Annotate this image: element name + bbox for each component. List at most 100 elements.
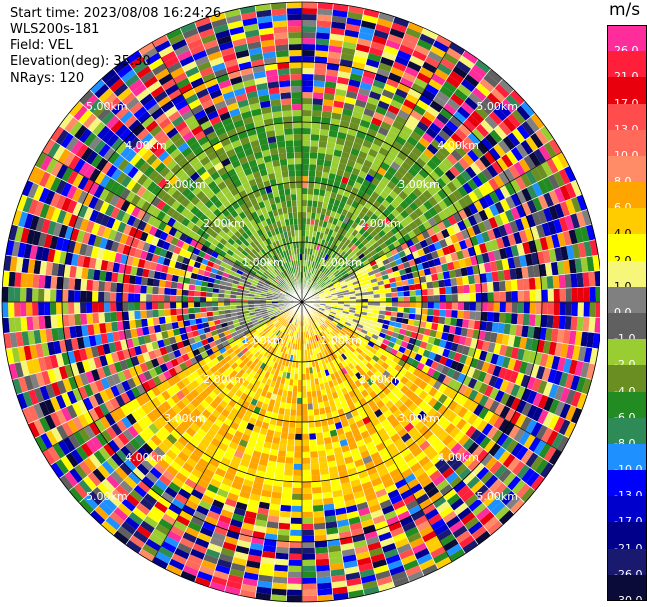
- velocity-gate: [416, 120, 429, 132]
- velocity-gate: [346, 17, 362, 27]
- velocity-gate: [451, 414, 463, 427]
- velocity-gate: [355, 326, 363, 332]
- velocity-gate: [457, 507, 472, 521]
- velocity-gate: [400, 385, 410, 395]
- velocity-gate: [319, 294, 326, 298]
- velocity-gate: [294, 445, 302, 452]
- velocity-gate: [357, 150, 368, 160]
- velocity-gate: [368, 446, 379, 456]
- velocity-gate: [348, 251, 356, 258]
- velocity-gate: [571, 302, 578, 317]
- velocity-gate: [422, 163, 434, 175]
- velocity-gate: [361, 76, 375, 86]
- velocity-gate: [257, 414, 265, 422]
- velocity-gate: [390, 433, 401, 443]
- velocity-gate: [313, 516, 326, 524]
- velocity-gate: [68, 290, 75, 302]
- velocity-gate: [146, 302, 153, 311]
- velocity-gate: [543, 446, 557, 462]
- velocity-gate: [164, 315, 172, 324]
- velocity-gate: [478, 263, 486, 274]
- velocity-gate: [311, 481, 322, 488]
- velocity-gate: [472, 502, 487, 517]
- velocity-gate: [376, 526, 391, 536]
- velocity-gate: [358, 507, 371, 517]
- velocity-gate: [538, 443, 552, 459]
- velocity-gate: [291, 499, 302, 506]
- velocity-gate: [501, 235, 511, 248]
- velocity-gate: [510, 346, 520, 360]
- velocity-gate: [372, 354, 380, 363]
- velocity-gate: [461, 248, 470, 259]
- velocity-gate: [316, 320, 321, 327]
- velocity-gate: [350, 478, 362, 488]
- velocity-gate: [220, 547, 236, 557]
- velocity-gate: [497, 102, 512, 118]
- velocity-gate: [319, 318, 325, 324]
- velocity-gate: [367, 305, 374, 310]
- ray-separator: [301, 301, 395, 588]
- velocity-gate: [419, 320, 427, 329]
- velocity-gate: [510, 498, 525, 514]
- velocity-gate: [406, 457, 419, 468]
- velocity-gate: [293, 469, 302, 476]
- velocity-gate: [86, 290, 93, 302]
- velocity-gate: [453, 88, 468, 102]
- velocity-gate: [467, 214, 478, 227]
- velocity-gate: [526, 471, 540, 487]
- velocity-gate: [425, 418, 436, 430]
- velocity-gate: [367, 290, 374, 295]
- velocity-gate: [489, 332, 498, 343]
- velocity-gate: [272, 437, 281, 445]
- velocity-gate: [489, 191, 500, 204]
- velocity-gate: [441, 263, 449, 272]
- velocity-gate: [273, 570, 288, 578]
- velocity-gate: [416, 493, 430, 505]
- velocity-gate: [588, 317, 596, 333]
- velocity-gate: [327, 282, 334, 287]
- velocity-gate: [548, 341, 557, 356]
- velocity-gate: [536, 424, 548, 440]
- velocity-gate: [280, 432, 289, 440]
- velocity-gate: [488, 216, 498, 229]
- velocity-gate: [229, 568, 245, 578]
- velocity-gate: [50, 275, 58, 290]
- velocity-gate: [354, 216, 362, 225]
- velocity-gate: [357, 557, 372, 566]
- velocity-gate: [422, 374, 432, 384]
- velocity-gate: [383, 548, 399, 559]
- velocity-gate: [425, 274, 433, 283]
- velocity-gate: [324, 292, 331, 296]
- velocity-gate: [460, 169, 472, 182]
- velocity-gate: [378, 221, 387, 230]
- velocity-gate: [338, 302, 344, 305]
- velocity-gate: [309, 280, 313, 286]
- velocity-gate: [413, 377, 423, 387]
- velocity-gate: [403, 302, 410, 308]
- velocity-gate: [386, 130, 398, 141]
- velocity-gate: [272, 576, 288, 584]
- velocity-gate: [499, 509, 515, 525]
- velocity-gate: [547, 174, 560, 190]
- velocity-gate: [341, 315, 348, 320]
- velocity-gate: [333, 94, 346, 103]
- velocity-gate: [295, 415, 302, 422]
- velocity-gate: [356, 501, 369, 511]
- velocity-gate: [506, 439, 519, 454]
- velocity-gate: [333, 416, 341, 424]
- velocity-gate: [435, 34, 452, 48]
- velocity-gate: [467, 149, 479, 163]
- velocity-gate: [316, 312, 322, 318]
- velocity-gate: [412, 406, 423, 417]
- velocity-gate: [355, 304, 362, 309]
- velocity-gate: [533, 326, 541, 340]
- ray-separator: [301, 21, 410, 303]
- velocity-gate: [444, 340, 453, 351]
- velocity-gate: [302, 44, 316, 51]
- velocity-gate: [302, 86, 314, 93]
- velocity-gate: [332, 586, 348, 595]
- velocity-gate: [486, 363, 496, 375]
- velocity-gate: [594, 270, 600, 287]
- velocity-gate: [384, 238, 393, 247]
- velocity-gate: [503, 269, 511, 281]
